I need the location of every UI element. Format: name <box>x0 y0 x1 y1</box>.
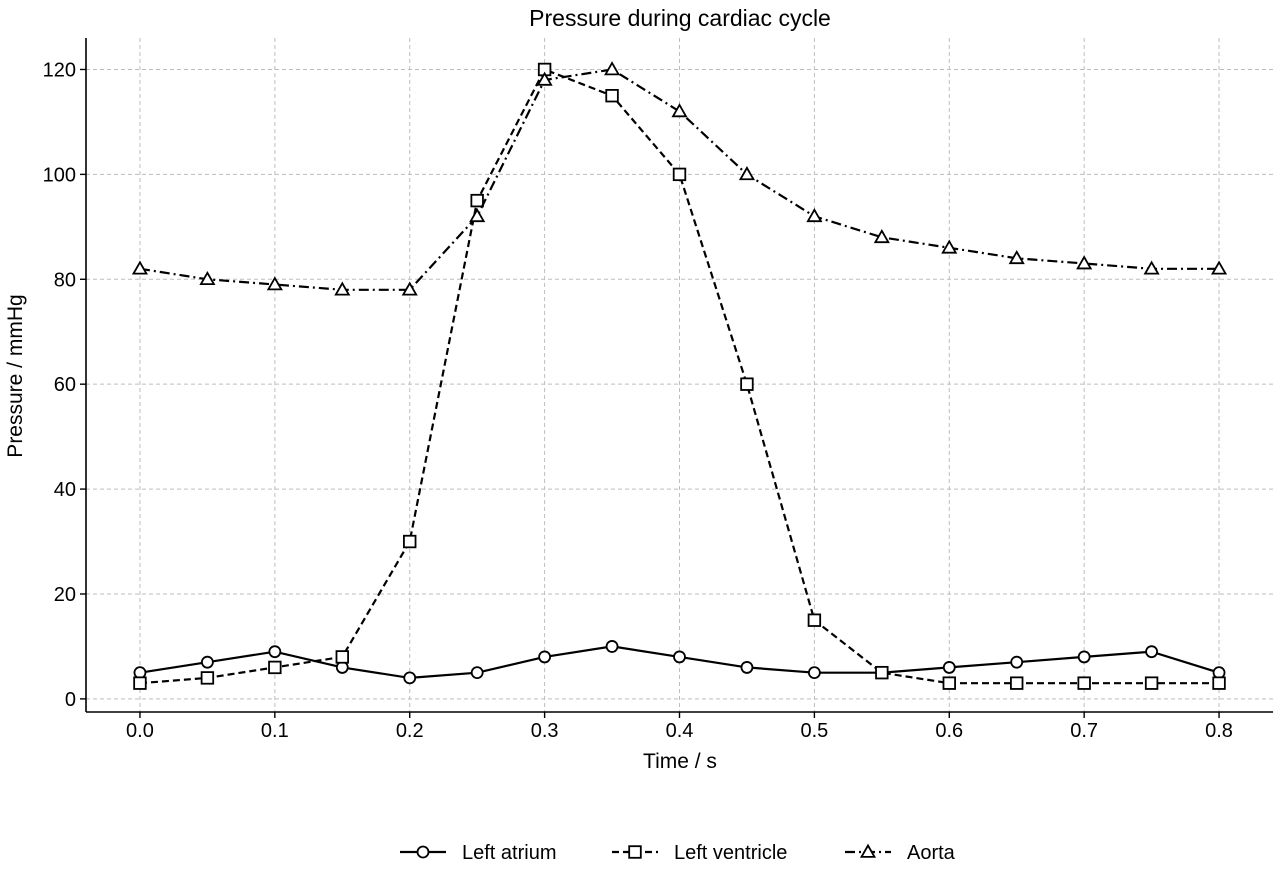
data-point-left-ventricle <box>1010 676 1024 690</box>
data-point-left-ventricle <box>470 193 484 208</box>
y-tick-label: 40 <box>54 479 76 501</box>
x-tick-label: 0.7 <box>1070 720 1098 742</box>
y-tick-label: 20 <box>54 584 76 606</box>
data-point-aorta <box>1143 260 1160 275</box>
data-point-aorta <box>266 276 283 291</box>
data-point-aorta <box>873 229 890 244</box>
data-point-left-ventricle <box>942 676 956 690</box>
legend-item-aorta: Aorta <box>845 842 956 864</box>
data-point-aorta <box>604 61 621 76</box>
y-tick-label: 100 <box>43 164 76 186</box>
data-point-left-atrium <box>605 640 619 653</box>
x-tick-label: 0.5 <box>800 720 828 742</box>
legend-label: Left ventricle <box>674 842 787 864</box>
data-point-aorta <box>401 281 418 296</box>
data-point-left-ventricle <box>1144 676 1159 690</box>
data-point-left-atrium <box>538 650 552 664</box>
data-point-left-atrium <box>942 661 956 674</box>
series-aorta <box>131 61 1228 296</box>
data-point-left-ventricle <box>403 534 417 549</box>
data-point-left-ventricle <box>672 167 687 182</box>
y-axis-title: Pressure / mmHg <box>4 294 27 457</box>
x-tick-label: 0.3 <box>531 720 559 742</box>
data-point-left-ventricle <box>605 88 619 103</box>
data-point-left-atrium <box>740 661 754 674</box>
legend-marker <box>628 845 642 859</box>
chart-title: Pressure during cardiac cycle <box>529 5 831 31</box>
data-point-aorta <box>131 260 149 275</box>
x-tick-label: 0.4 <box>666 720 694 742</box>
legend: Left atrium Left ventricle Aorta <box>400 842 956 864</box>
series-line-aorta <box>139 68 1219 291</box>
data-point-left-atrium <box>1010 655 1024 669</box>
data-point-left-ventricle <box>1077 676 1091 690</box>
legend-marker <box>416 845 430 859</box>
x-tick-label: 0.1 <box>261 720 289 742</box>
data-point-aorta <box>536 71 553 86</box>
series-layer <box>131 61 1228 690</box>
data-point-left-atrium <box>1077 650 1091 664</box>
data-point-left-atrium <box>403 671 417 685</box>
legend-label: Aorta <box>907 842 956 864</box>
data-point-left-ventricle <box>740 377 754 391</box>
x-tick-label: 0.0 <box>126 720 154 742</box>
data-point-left-atrium <box>200 655 214 669</box>
data-point-aorta <box>738 166 755 181</box>
data-point-aorta <box>1210 260 1228 275</box>
data-point-aorta <box>941 239 958 254</box>
series-line-left-ventricle <box>139 68 1219 685</box>
series-left-ventricle <box>133 62 1226 690</box>
legend-item-left-atrium: Left atrium <box>400 842 556 864</box>
data-point-left-atrium <box>470 666 484 680</box>
y-tick-label: 0 <box>65 689 76 711</box>
data-point-aorta <box>806 208 823 223</box>
data-point-aorta <box>1008 249 1025 265</box>
data-point-left-ventricle <box>875 665 889 680</box>
data-point-aorta <box>671 103 688 118</box>
axes: 0.0 0.1 0.2 0.3 0.4 0.5 0.6 0.7 0.8 0 20 40 60 80 100 1… <box>43 38 1273 742</box>
legend-label: Left atrium <box>462 842 556 864</box>
y-tick-label: 60 <box>54 374 76 396</box>
data-point-left-atrium <box>673 650 686 664</box>
y-tick-label: 80 <box>54 269 76 291</box>
data-point-left-ventricle <box>335 650 349 664</box>
data-point-left-ventricle <box>1212 676 1226 690</box>
data-point-left-ventricle <box>200 671 215 685</box>
data-point-left-ventricle <box>268 660 282 675</box>
grid <box>86 38 1273 712</box>
y-tick-label: 120 <box>43 59 76 81</box>
data-point-left-atrium <box>1145 645 1159 659</box>
data-point-aorta <box>199 270 216 286</box>
x-tick-label: 0.6 <box>935 720 963 742</box>
x-tick-label: 0.8 <box>1205 720 1233 742</box>
data-point-aorta <box>1076 255 1093 270</box>
data-point-left-ventricle <box>807 613 822 627</box>
legend-marker <box>859 843 877 858</box>
data-point-left-atrium <box>268 645 282 659</box>
data-point-left-atrium <box>807 666 821 680</box>
x-tick-label: 0.2 <box>396 720 424 742</box>
data-point-aorta <box>469 208 486 223</box>
x-axis-title: Time / s <box>643 750 717 773</box>
legend-item-left-ventricle: Left ventricle <box>612 842 787 864</box>
data-point-left-ventricle <box>133 676 147 690</box>
data-point-aorta <box>334 281 351 296</box>
